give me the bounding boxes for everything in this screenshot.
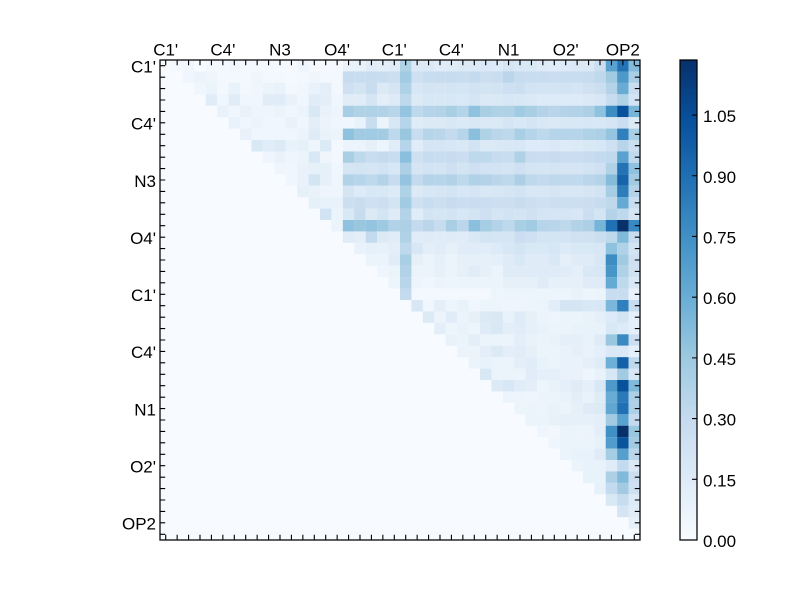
svg-text:C1': C1' xyxy=(153,40,178,59)
svg-text:O4': O4' xyxy=(130,229,156,248)
svg-text:0.60: 0.60 xyxy=(703,289,736,308)
svg-text:N3: N3 xyxy=(269,40,291,59)
svg-text:C1': C1' xyxy=(131,58,156,77)
svg-text:C4': C4' xyxy=(131,343,156,362)
svg-text:1.05: 1.05 xyxy=(703,107,736,126)
svg-text:0.45: 0.45 xyxy=(703,350,736,369)
svg-text:C4': C4' xyxy=(131,115,156,134)
svg-text:0.90: 0.90 xyxy=(703,168,736,187)
svg-text:N1: N1 xyxy=(134,400,156,419)
svg-text:0.00: 0.00 xyxy=(703,532,736,551)
svg-text:0.15: 0.15 xyxy=(703,471,736,490)
svg-text:C4': C4' xyxy=(439,40,464,59)
svg-text:OP2: OP2 xyxy=(606,40,640,59)
svg-text:OP2: OP2 xyxy=(122,515,156,534)
svg-text:N1: N1 xyxy=(498,40,520,59)
svg-text:O2': O2' xyxy=(553,40,579,59)
svg-text:N3: N3 xyxy=(134,172,156,191)
svg-text:0.75: 0.75 xyxy=(703,228,736,247)
svg-text:O2': O2' xyxy=(130,458,156,477)
svg-text:0.30: 0.30 xyxy=(703,411,736,430)
svg-text:C4': C4' xyxy=(210,40,235,59)
svg-text:C1': C1' xyxy=(131,286,156,305)
svg-text:O4': O4' xyxy=(324,40,350,59)
svg-text:C1': C1' xyxy=(382,40,407,59)
